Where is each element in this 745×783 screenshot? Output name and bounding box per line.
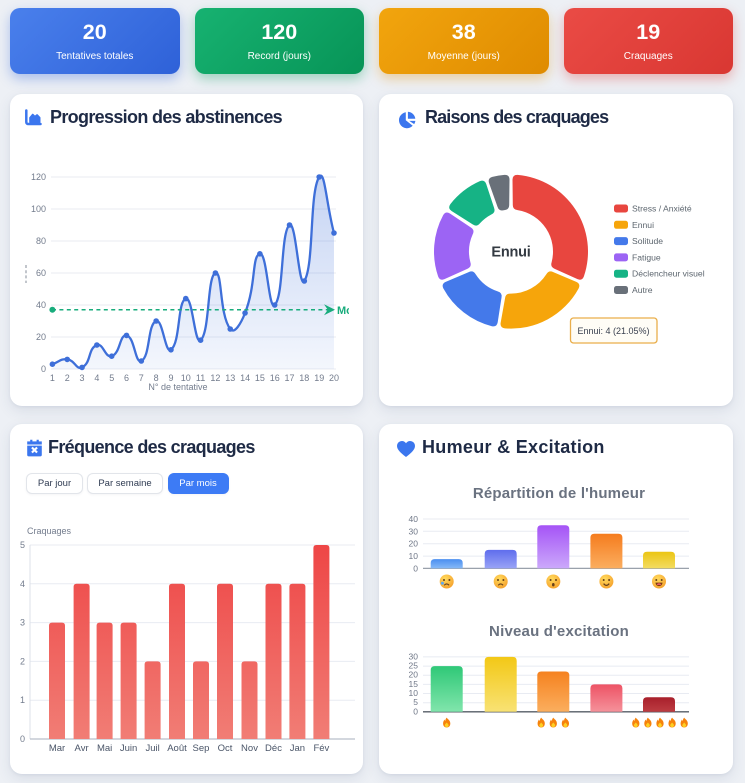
svg-text:Fatigue: Fatigue xyxy=(632,252,661,262)
svg-text:10: 10 xyxy=(409,688,419,698)
svg-text:40: 40 xyxy=(409,514,419,524)
svg-text:5: 5 xyxy=(109,373,114,383)
svg-text:Déc: Déc xyxy=(265,743,282,754)
svg-text:20: 20 xyxy=(409,670,419,680)
svg-text:9: 9 xyxy=(168,373,173,383)
svg-text:100: 100 xyxy=(31,204,46,214)
svg-text:Fév: Fév xyxy=(313,743,329,754)
svg-text:10: 10 xyxy=(409,551,419,561)
svg-text:0: 0 xyxy=(413,706,418,716)
svg-text:15: 15 xyxy=(409,679,419,689)
svg-text:17: 17 xyxy=(284,373,294,383)
svg-text:6: 6 xyxy=(124,373,129,383)
svg-text:3: 3 xyxy=(20,618,25,628)
svg-text:18: 18 xyxy=(299,373,309,383)
svg-text:Ennui: Ennui xyxy=(632,220,654,230)
svg-text:11: 11 xyxy=(196,373,205,383)
svg-text:20: 20 xyxy=(329,373,339,383)
svg-text:0: 0 xyxy=(413,563,418,573)
svg-text:Niveau d'excitation: Niveau d'excitation xyxy=(489,623,629,640)
svg-text:120: 120 xyxy=(31,172,46,182)
svg-text:3: 3 xyxy=(79,373,84,383)
svg-text:Mai: Mai xyxy=(97,743,112,754)
svg-text:12: 12 xyxy=(210,373,220,383)
svg-text:Avr: Avr xyxy=(75,743,89,754)
svg-text:5: 5 xyxy=(413,697,418,707)
svg-text:2: 2 xyxy=(65,373,70,383)
svg-text:Ennui: 4 (21.05%): Ennui: 4 (21.05%) xyxy=(577,326,649,336)
svg-text:Juin: Juin xyxy=(120,743,137,754)
svg-text:20: 20 xyxy=(409,539,419,549)
svg-text:14: 14 xyxy=(240,373,250,383)
svg-text:Juil: Juil xyxy=(145,743,159,754)
svg-text:0: 0 xyxy=(20,734,25,744)
svg-text:Solitude: Solitude xyxy=(632,236,663,246)
svg-text:4: 4 xyxy=(20,579,25,589)
svg-text:0: 0 xyxy=(41,364,46,374)
svg-text:60: 60 xyxy=(36,268,46,278)
svg-text:40: 40 xyxy=(36,300,46,310)
svg-text:N° de tentative: N° de tentative xyxy=(148,382,207,392)
svg-text:15: 15 xyxy=(255,373,265,383)
svg-text:Oct: Oct xyxy=(218,743,233,754)
svg-text:5: 5 xyxy=(20,540,25,550)
svg-text:Craquages: Craquages xyxy=(27,526,72,536)
svg-text:Répartition de l'humeur: Répartition de l'humeur xyxy=(473,485,645,502)
svg-text:1: 1 xyxy=(20,695,25,705)
svg-text:Autre: Autre xyxy=(632,285,653,295)
svg-text:4: 4 xyxy=(94,373,99,383)
svg-text:Mar: Mar xyxy=(49,743,65,754)
svg-text:Ennui: Ennui xyxy=(491,245,530,261)
svg-text:Nov: Nov xyxy=(241,743,258,754)
svg-text:25: 25 xyxy=(409,661,419,671)
svg-text:8: 8 xyxy=(154,373,159,383)
svg-text:Stress / Anxiété: Stress / Anxiété xyxy=(632,204,692,214)
svg-text:80: 80 xyxy=(36,236,46,246)
svg-text:Sep: Sep xyxy=(193,743,210,754)
svg-text:1: 1 xyxy=(50,373,55,383)
svg-text:Août: Août xyxy=(167,743,187,754)
svg-text:13: 13 xyxy=(225,373,235,383)
svg-text:10: 10 xyxy=(181,373,191,383)
svg-text:16: 16 xyxy=(270,373,280,383)
svg-text:Déclencheur visuel: Déclencheur visuel xyxy=(632,269,705,279)
svg-text:19: 19 xyxy=(314,373,324,383)
svg-text:Jan: Jan xyxy=(290,743,305,754)
svg-text:30: 30 xyxy=(409,651,419,661)
svg-text:20: 20 xyxy=(36,332,46,342)
svg-text:30: 30 xyxy=(409,526,419,536)
svg-text:7: 7 xyxy=(139,373,144,383)
svg-text:2: 2 xyxy=(20,656,25,666)
